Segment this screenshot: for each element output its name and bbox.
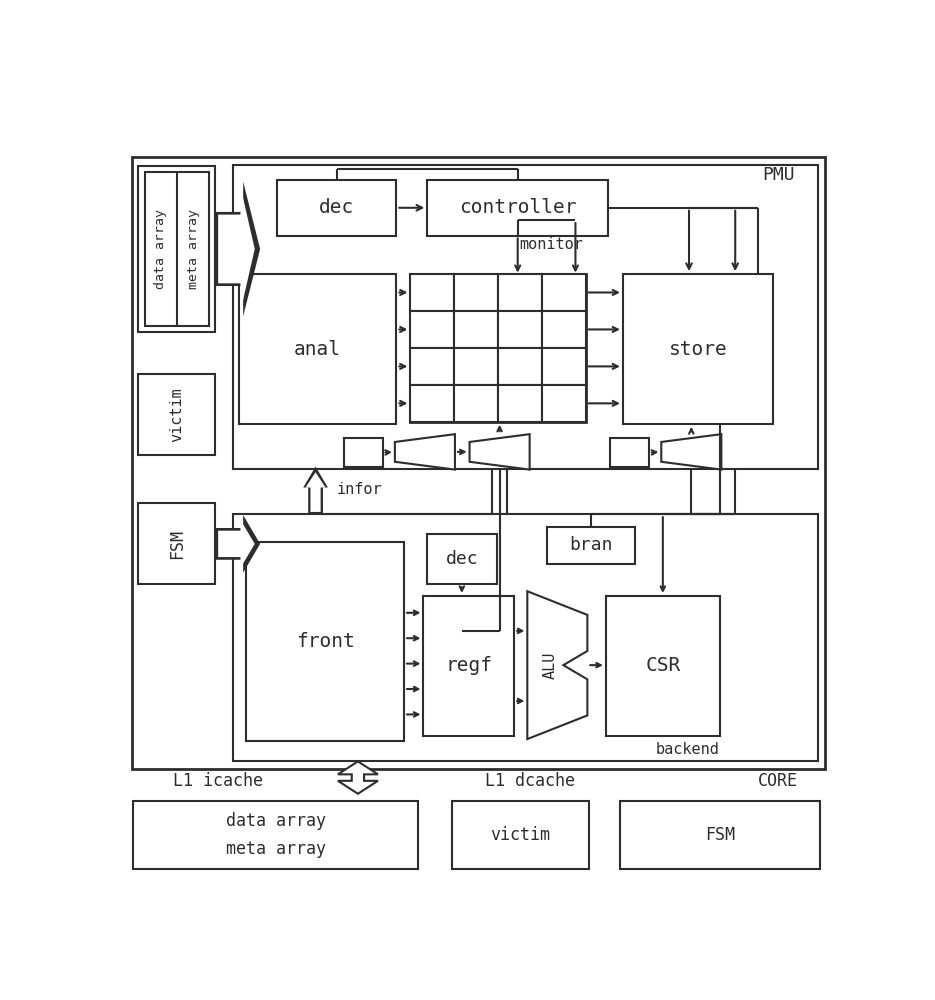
Bar — [427, 534, 496, 584]
Text: FSM: FSM — [168, 529, 186, 559]
Text: data array: data array — [225, 812, 325, 830]
Bar — [277, 180, 396, 235]
Bar — [498, 274, 542, 311]
Text: L1 icache: L1 icache — [173, 772, 263, 790]
Polygon shape — [218, 186, 254, 311]
Bar — [542, 385, 586, 422]
Text: meta array: meta array — [225, 840, 325, 858]
Bar — [410, 311, 454, 348]
Text: L1 dcache: L1 dcache — [485, 772, 575, 790]
Bar — [138, 374, 215, 455]
Polygon shape — [527, 591, 587, 739]
Polygon shape — [215, 182, 260, 316]
Bar — [410, 274, 586, 422]
Text: dec: dec — [319, 198, 354, 217]
Text: CORE: CORE — [758, 772, 798, 790]
Text: victim: victim — [169, 387, 184, 442]
Polygon shape — [218, 520, 254, 568]
Bar — [611, 438, 649, 467]
Bar — [623, 274, 773, 424]
Text: PMU: PMU — [762, 166, 795, 184]
Bar — [410, 385, 454, 422]
Bar — [454, 274, 498, 311]
Text: dec: dec — [446, 550, 478, 568]
Polygon shape — [303, 466, 328, 514]
Bar — [138, 166, 215, 332]
Bar — [454, 348, 498, 385]
Bar — [542, 311, 586, 348]
Bar — [233, 514, 818, 761]
Polygon shape — [338, 761, 378, 794]
Bar — [133, 157, 826, 769]
Bar — [233, 165, 818, 469]
Polygon shape — [306, 472, 325, 512]
Bar — [427, 180, 608, 235]
Bar — [452, 801, 589, 869]
Polygon shape — [215, 515, 260, 573]
Text: FSM: FSM — [705, 826, 735, 844]
Bar — [138, 503, 215, 584]
Text: anal: anal — [294, 340, 341, 359]
Bar — [424, 596, 514, 736]
Polygon shape — [469, 434, 529, 470]
Text: victim: victim — [490, 826, 551, 844]
Text: infor: infor — [337, 482, 382, 497]
Text: bran: bran — [569, 536, 612, 554]
Text: regf: regf — [445, 656, 493, 675]
Text: monitor: monitor — [520, 237, 583, 252]
Bar — [238, 274, 396, 424]
Text: store: store — [669, 340, 727, 359]
Bar — [606, 596, 720, 736]
Bar — [454, 385, 498, 422]
Bar — [542, 274, 586, 311]
Bar — [145, 172, 209, 326]
Bar — [246, 542, 404, 741]
Polygon shape — [395, 434, 455, 470]
Bar — [344, 438, 382, 467]
Text: CSR: CSR — [645, 656, 681, 675]
Bar — [454, 311, 498, 348]
Text: controller: controller — [459, 198, 577, 217]
Polygon shape — [661, 434, 722, 470]
Bar — [133, 801, 418, 869]
Text: meta array: meta array — [187, 209, 200, 289]
Bar — [410, 274, 454, 311]
Text: front: front — [295, 632, 354, 651]
Bar — [498, 348, 542, 385]
Text: data array: data array — [154, 209, 167, 289]
Bar — [498, 311, 542, 348]
Text: backend: backend — [656, 742, 720, 757]
Bar — [542, 348, 586, 385]
Bar — [498, 385, 542, 422]
Bar — [410, 348, 454, 385]
Bar — [547, 527, 635, 564]
Text: ALU: ALU — [542, 651, 557, 679]
Bar — [620, 801, 820, 869]
